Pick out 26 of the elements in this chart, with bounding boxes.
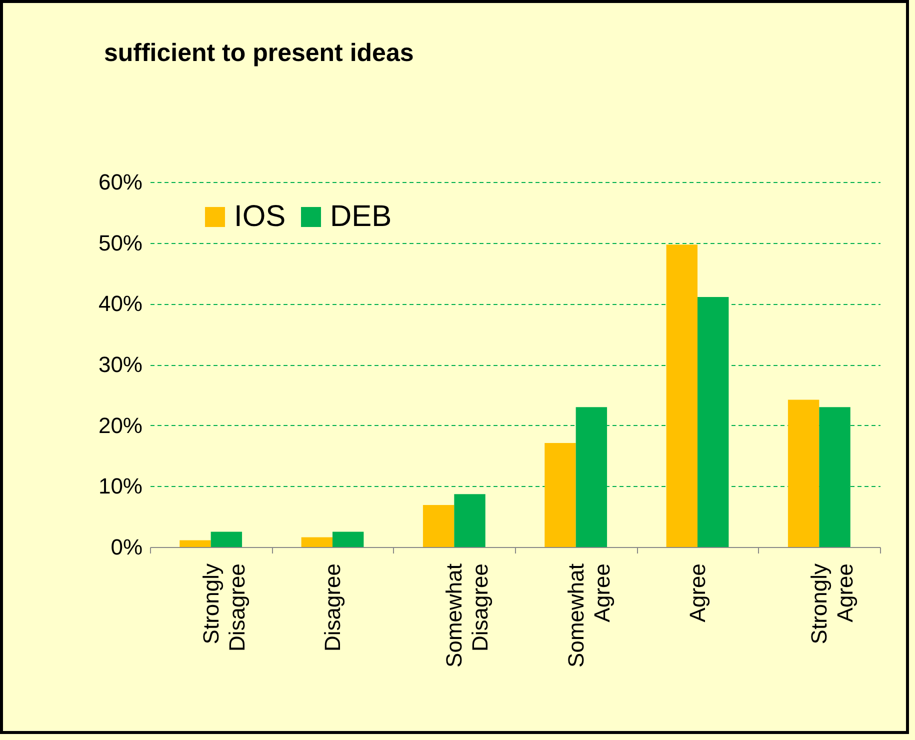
- y-tick-label: 50%: [98, 230, 142, 256]
- x-tick-label: Strongly Disagree: [198, 564, 250, 652]
- y-tick-label: 0%: [110, 534, 142, 560]
- bar: [301, 537, 332, 547]
- x-tick-label: Somewhat Disagree: [442, 564, 493, 668]
- x-tick-label: Disagree: [320, 564, 345, 652]
- bar: [698, 296, 729, 547]
- bar: [788, 400, 820, 547]
- legend-label: DEB: [330, 200, 392, 233]
- bar: [422, 505, 454, 547]
- y-tick-label: 40%: [98, 291, 142, 316]
- chart-title: sufficient to present ideas: [104, 39, 414, 67]
- y-tick-label: 20%: [98, 412, 142, 438]
- bar: [332, 532, 364, 547]
- y-tick-label: 10%: [98, 474, 142, 499]
- legend-label: IOS: [234, 200, 286, 233]
- bar: [454, 494, 486, 547]
- x-tick-label: Agree: [685, 564, 710, 622]
- bar: [666, 244, 698, 547]
- bar: [180, 540, 211, 547]
- y-tick-label: 30%: [98, 352, 142, 377]
- x-tick-label: Strongly Agree: [806, 564, 858, 644]
- x-tick-label: Somewhat Agree: [563, 564, 614, 668]
- y-tick-label: 60%: [98, 170, 142, 194]
- bar: [544, 442, 576, 547]
- bar: [210, 532, 242, 547]
